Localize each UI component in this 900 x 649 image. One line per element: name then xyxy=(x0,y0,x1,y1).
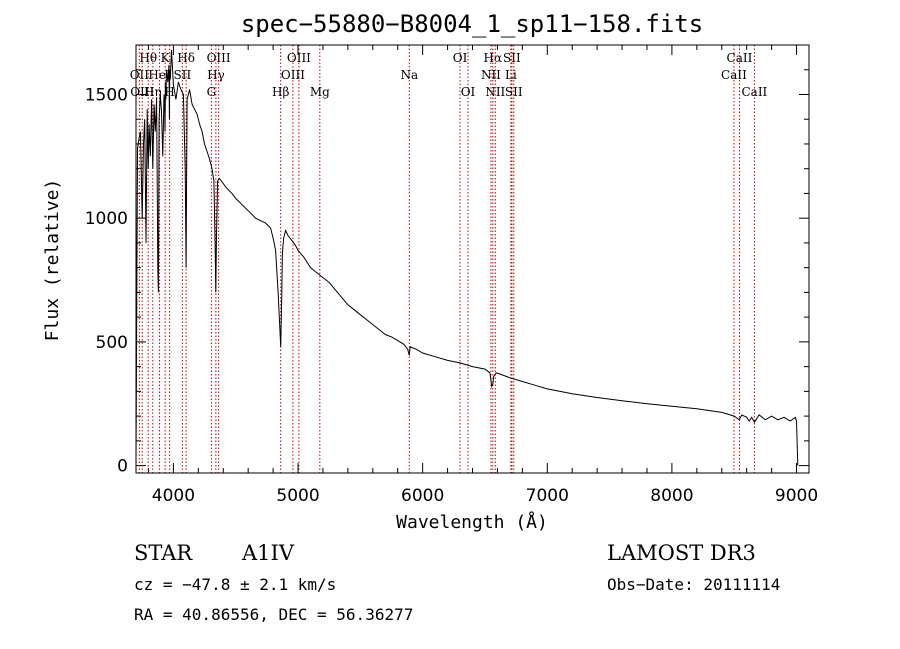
line-marker-label: OI xyxy=(461,85,476,99)
line-marker-label: OI xyxy=(453,51,468,65)
line-marker-label: Hβ xyxy=(272,85,289,99)
line-marker-label: CaII xyxy=(741,85,767,99)
survey-name: LAMOST DR3 xyxy=(607,541,756,565)
observation-date: Obs−Date: 20111114 xyxy=(607,575,780,594)
line-marker-label: Li xyxy=(505,68,517,82)
line-marker-label: Na xyxy=(400,68,418,82)
x-tick-label: 5000 xyxy=(276,486,319,506)
object-subclass: A1IV xyxy=(241,541,295,565)
x-tick-label: 8000 xyxy=(650,486,693,506)
line-marker-label: HeI xyxy=(148,68,171,82)
line-marker-label: Mg xyxy=(310,85,330,99)
x-axis-label: Wavelength (Å) xyxy=(396,511,548,533)
line-marker-label: Hη xyxy=(144,85,162,99)
coordinates: RA = 40.86556, DEC = 56.36277 xyxy=(134,605,413,624)
line-marker-label: SII xyxy=(505,85,523,99)
axis-ticks: 4000 5000 6000 7000 8000 9000 0 500 1000 1500 xyxy=(85,45,818,506)
line-marker-label: OII xyxy=(130,68,150,82)
line-marker-label: Hα xyxy=(484,51,503,65)
line-marker-label: CaII xyxy=(727,51,753,65)
y-axis-label: Flux (relative) xyxy=(42,179,63,342)
object-class: STAR xyxy=(134,541,193,565)
redshift-value: cz = −47.8 ± 2.1 km/s xyxy=(134,575,336,594)
line-marker-label: SII xyxy=(174,68,192,82)
line-marker-label: Hγ xyxy=(207,68,225,82)
x-tick-label: 6000 xyxy=(401,486,444,506)
x-tick-label: 9000 xyxy=(775,486,818,506)
x-tick-label: 4000 xyxy=(152,486,195,506)
x-tick-label: 7000 xyxy=(526,486,569,506)
line-marker-label: G xyxy=(207,85,217,99)
chart-title: spec−55880−B8004_1_sp11−158.fits xyxy=(241,10,703,38)
y-tick-label: 1000 xyxy=(85,209,128,229)
line-marker-label: OIII xyxy=(287,51,311,65)
line-marker-label: CaII xyxy=(721,68,747,82)
y-tick-label: 500 xyxy=(96,333,128,353)
line-marker-label: Hθ xyxy=(139,51,157,65)
line-marker-label: K xyxy=(161,51,171,65)
line-marker-label: OIII xyxy=(281,68,305,82)
line-marker-label: OIII xyxy=(207,51,231,65)
plot-frame xyxy=(135,44,810,474)
line-marker-label: SII xyxy=(503,51,521,65)
line-marker-label: NII xyxy=(485,85,505,99)
spectrum-line xyxy=(135,49,799,466)
line-marker-label: NII xyxy=(481,68,501,82)
y-tick-label: 0 xyxy=(117,457,128,477)
line-marker-label: Hδ xyxy=(177,51,195,65)
y-tick-label: 1500 xyxy=(85,85,128,105)
